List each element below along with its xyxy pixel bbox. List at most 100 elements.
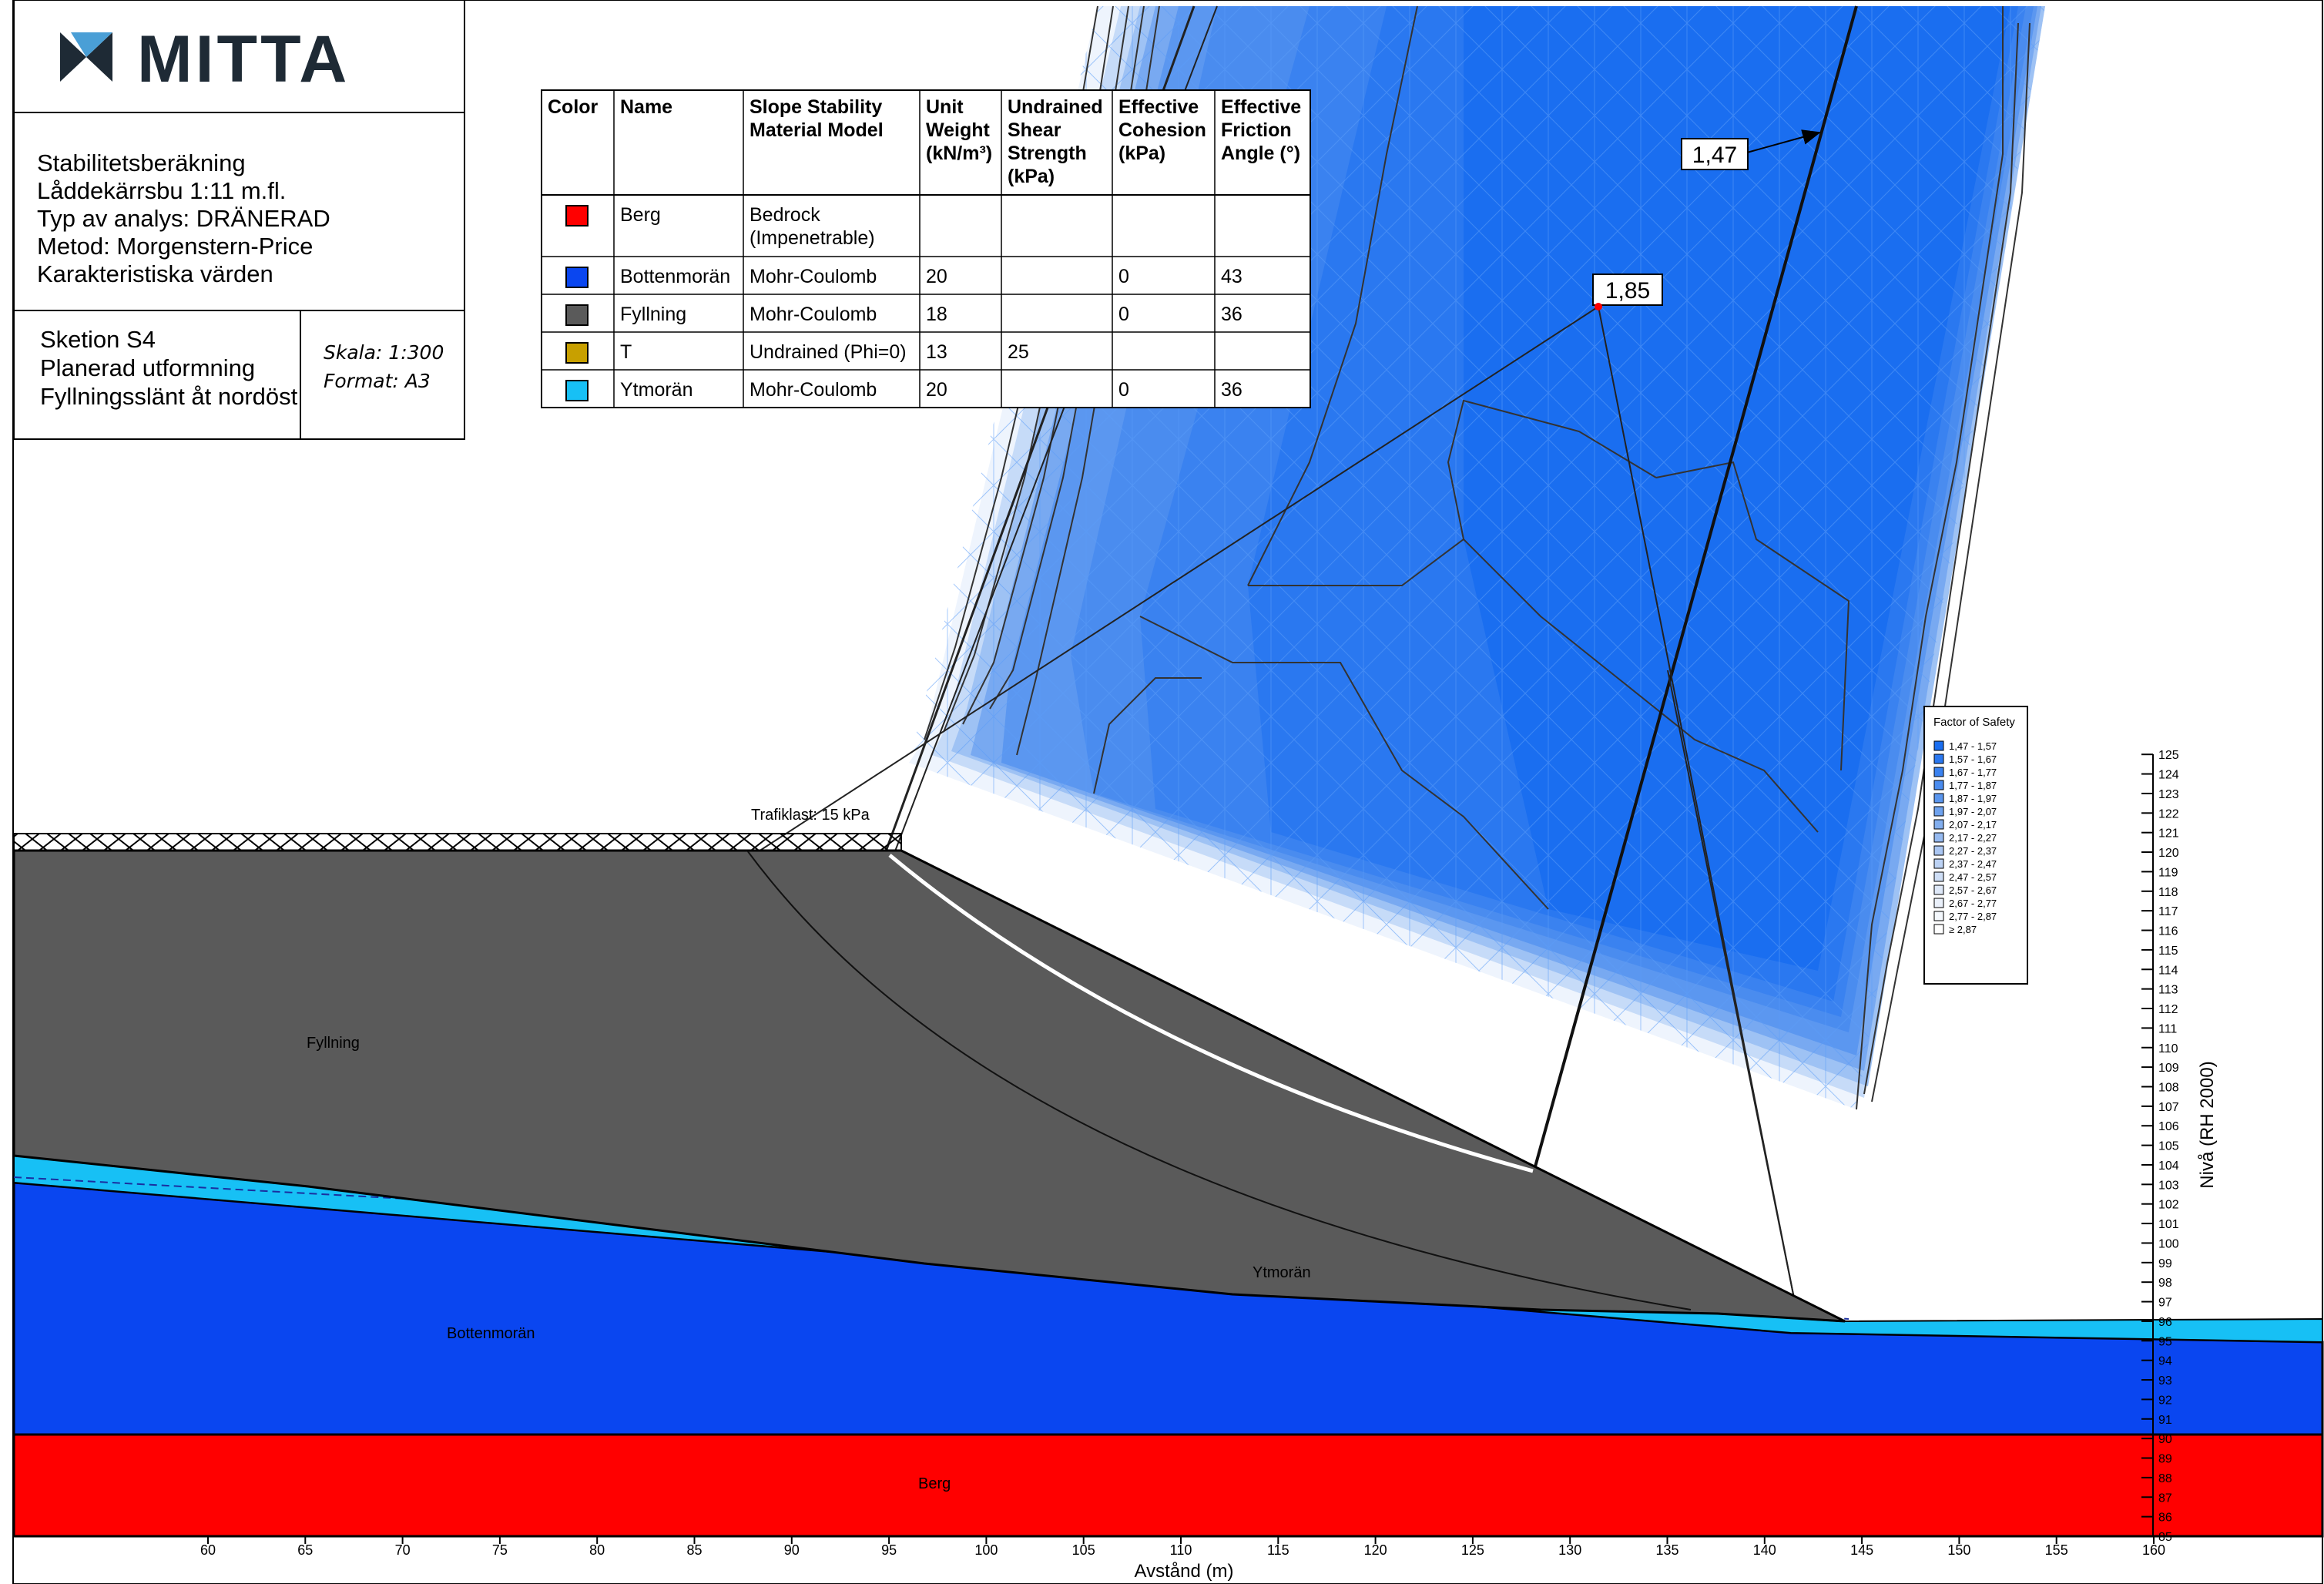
fos-legend-swatch — [1933, 753, 1944, 764]
y-tick-label: 100 — [2158, 1237, 2179, 1250]
x-tick-label: 140 — [1753, 1542, 1776, 1558]
table-header-cell: Unit — [926, 96, 964, 118]
table-cell-cohesion: 0 — [1118, 304, 1129, 325]
y-tick-label: 88 — [2158, 1472, 2172, 1485]
table-cell-unit-weight: 20 — [926, 379, 947, 401]
x-tick-label: 160 — [2142, 1542, 2165, 1558]
y-tick-label: 85 — [2158, 1531, 2172, 1544]
fos-legend-swatch — [1933, 898, 1944, 908]
x-tick-label: 120 — [1364, 1542, 1387, 1558]
table-header-cell: Effective — [1221, 96, 1301, 118]
y-tick-label: 111 — [2158, 1022, 2177, 1035]
table-header-cell: Name — [620, 96, 672, 118]
y-tick-label: 112 — [2158, 1003, 2178, 1016]
table-header-cell: Shear — [1008, 119, 1061, 141]
slip-radius-lines — [758, 5, 1858, 1303]
y-tick-label: 104 — [2158, 1159, 2179, 1173]
table-cell-model: Undrained (Phi=0) — [750, 341, 907, 363]
y-tick-label: 87 — [2158, 1492, 2172, 1505]
material-color-swatch — [565, 342, 589, 364]
y-tick-label: 123 — [2158, 788, 2179, 801]
fos-legend-swatch — [1933, 819, 1944, 830]
fos-legend-range: 1,77 - 1,87 — [1949, 780, 1997, 791]
y-tick-label: 93 — [2158, 1374, 2172, 1388]
y-tick-label: 89 — [2158, 1453, 2172, 1466]
table-cell-cohesion: 0 — [1118, 266, 1129, 287]
y-tick-label: 91 — [2158, 1414, 2172, 1427]
fos-legend-range: 2,47 - 2,57 — [1949, 871, 1997, 883]
format-label: Format: A3 — [324, 370, 431, 392]
table-header-cell: Effective — [1118, 96, 1199, 118]
fos-legend-swatch — [1933, 793, 1944, 804]
y-tick-label: 107 — [2158, 1101, 2179, 1114]
fos-legend-range: 2,67 - 2,77 — [1949, 898, 1997, 909]
x-tick-label: 100 — [974, 1542, 998, 1558]
y-tick-label: 102 — [2158, 1199, 2179, 1212]
table-cell-friction: 36 — [1221, 304, 1242, 325]
fos-legend-range: 1,67 - 1,77 — [1949, 767, 1997, 778]
fos-legend-range: 2,37 - 2,47 — [1949, 858, 1997, 870]
fos-legend-swatch — [1933, 911, 1944, 921]
y-tick-label: 118 — [2158, 886, 2178, 899]
y-tick-label: 121 — [2158, 827, 2179, 841]
y-tick-label: 125 — [2158, 749, 2179, 762]
fos-legend-swatch — [1933, 858, 1944, 869]
title-block: MITTA Stabilitetsberäkning Låddekärrsbu … — [13, 0, 465, 440]
table-header-cell: Angle (°) — [1221, 143, 1300, 164]
table-header-cell: Material Model — [750, 119, 884, 141]
scale-label: Skala: 1:300 — [324, 341, 444, 364]
table-cell-model: Mohr-Coulomb — [750, 266, 877, 287]
y-tick-label: 97 — [2158, 1297, 2172, 1310]
section-line-2: Planerad utformning — [40, 354, 255, 381]
y-tick-label: 108 — [2158, 1081, 2179, 1094]
y-tick-label: 109 — [2158, 1062, 2179, 1075]
mitta-logo-text: MITTA — [137, 22, 350, 96]
fos-legend-range: 2,77 - 2,87 — [1949, 911, 1997, 922]
analysis-line-3: Typ av analys: DRÄNERAD — [37, 205, 330, 232]
fos-legend-swatch — [1933, 832, 1944, 843]
x-tick-label: 155 — [2045, 1542, 2068, 1558]
x-tick-label: 60 — [200, 1542, 216, 1558]
fos-legend-swatch — [1933, 924, 1944, 935]
table-cell-name: Ytmorän — [620, 379, 693, 401]
material-color-swatch — [565, 380, 589, 401]
x-tick-label: 135 — [1655, 1542, 1678, 1558]
x-tick-label: 130 — [1558, 1542, 1581, 1558]
x-tick-label: 145 — [1850, 1542, 1873, 1558]
table-header-cell: Weight — [926, 119, 991, 141]
fos-legend-swatch — [1933, 740, 1944, 751]
table-cell-unit-weight: 18 — [926, 304, 947, 325]
x-axis-label: Avstånd (m) — [1135, 1561, 1234, 1582]
table-header-cell: Friction — [1221, 119, 1292, 141]
table-header-cell: Color — [548, 96, 599, 118]
table-header-cell: Cohesion — [1118, 119, 1206, 141]
table-cell-model: Mohr-Coulomb — [750, 304, 877, 325]
y-tick-label: 95 — [2158, 1335, 2172, 1348]
fos-legend: Factor of Safety 1,47 - 1,571,57 - 1,67 1… — [1923, 706, 2028, 985]
table-cell-model: Mohr-Coulomb — [750, 379, 877, 401]
table-cell-name: T — [620, 341, 632, 363]
section-line-3: Fyllningsslänt åt nordöst — [40, 383, 298, 410]
y-tick-label: 117 — [2158, 905, 2178, 918]
y-tick-label: 119 — [2158, 866, 2178, 879]
fos-legend-range: 2,07 - 2,17 — [1949, 819, 1997, 831]
layer-fyllning — [12, 849, 1846, 1323]
table-header-cell: Undrained — [1008, 96, 1103, 118]
y-tick-label: 98 — [2158, 1277, 2172, 1290]
layer-berg — [12, 1433, 2324, 1538]
label-traffic-load: Trafiklast: 15 kPa — [751, 807, 870, 824]
x-tick-label: 70 — [395, 1542, 411, 1558]
x-tick-label: 90 — [784, 1542, 800, 1558]
x-tick-label: 150 — [1947, 1542, 1970, 1558]
y-tick-label: 86 — [2158, 1512, 2172, 1525]
y-tick-label: 122 — [2158, 807, 2179, 821]
table-cell-undrained: 25 — [1008, 341, 1029, 363]
label-berg: Berg — [918, 1475, 951, 1492]
fos-legend-range: 1,57 - 1,67 — [1949, 753, 1997, 765]
table-header-cell: (kN/m³) — [926, 143, 992, 164]
drawing-frame — [12, 0, 2323, 1584]
x-tick-label: 75 — [492, 1542, 508, 1558]
y-tick-label: 116 — [2158, 925, 2178, 938]
fos-legend-swatch — [1933, 871, 1944, 882]
